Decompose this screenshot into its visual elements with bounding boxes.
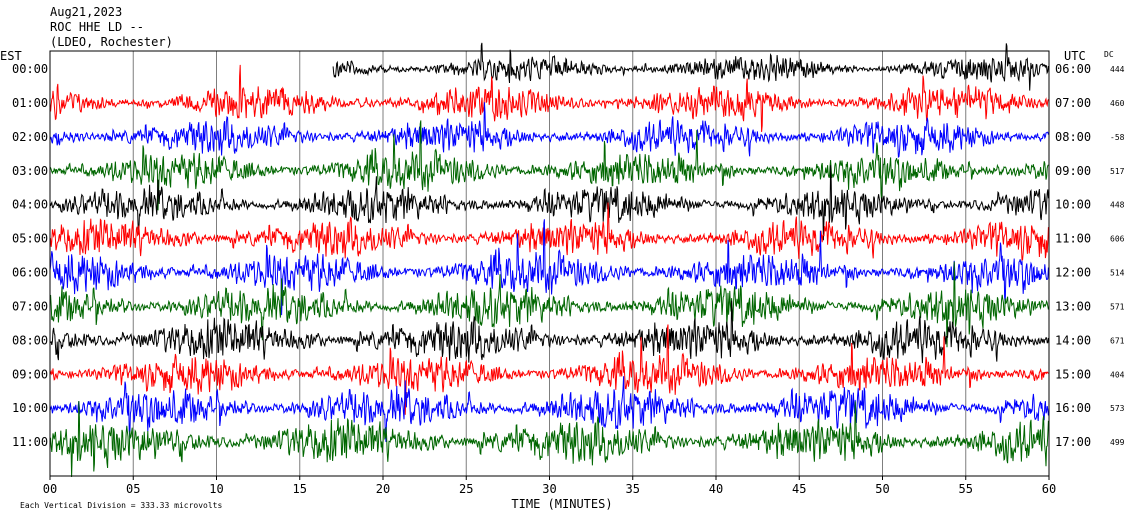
time-gridlines — [132, 51, 967, 476]
x-tick-label-05: 05 — [126, 482, 140, 496]
x-tick-label-20: 20 — [376, 482, 390, 496]
utc-label-3: 09:00 — [1055, 164, 1091, 178]
x-tick-label-15: 15 — [293, 482, 307, 496]
utc-axis-label: UTC — [1064, 49, 1086, 63]
est-label-0: 00:00 — [12, 62, 48, 76]
trace-row-0500 — [49, 202, 1049, 262]
trace-row-1000 — [49, 376, 1049, 443]
dc-value-7: 571 — [1110, 302, 1125, 311]
x-tick-labels: 00 05 10 15 20 25 30 35 40 45 50 55 60 — [43, 476, 1056, 496]
utc-label-11: 17:00 — [1055, 435, 1091, 449]
trace-row-0600 — [49, 219, 1049, 316]
utc-label-5: 11:00 — [1055, 232, 1091, 246]
dc-value-1: 460 — [1110, 99, 1125, 108]
x-tick-label-30: 30 — [542, 482, 556, 496]
trace-row-0400 — [49, 165, 1049, 241]
x-tick-label-45: 45 — [792, 482, 806, 496]
est-label-1: 01:00 — [12, 96, 48, 110]
utc-label-7: 13:00 — [1055, 299, 1091, 313]
x-tick-label-50: 50 — [875, 482, 889, 496]
trace-row-0700 — [49, 261, 1049, 348]
est-label-11: 11:00 — [12, 435, 48, 449]
chart-header: Aug21,2023 ROC HHE LD -- (LDEO, Rocheste… — [50, 5, 173, 49]
utc-label-9: 15:00 — [1055, 367, 1091, 381]
trace-row-1100 — [49, 400, 1049, 478]
utc-label-4: 10:00 — [1055, 198, 1091, 212]
est-label-5: 05:00 — [12, 232, 48, 246]
dc-value-2: -58 — [1110, 133, 1125, 142]
date-label: Aug21,2023 — [50, 5, 122, 19]
trace-row-0100 — [49, 64, 1049, 132]
dc-value-4: 448 — [1110, 201, 1125, 210]
est-label-9: 09:00 — [12, 367, 48, 381]
trace-row-0000 — [332, 42, 1050, 91]
dc-value-10: 573 — [1110, 404, 1125, 413]
trace-row-0200 — [49, 102, 1049, 159]
dc-value-9: 404 — [1110, 370, 1125, 379]
est-label-4: 04:00 — [12, 198, 48, 212]
utc-label-6: 12:00 — [1055, 266, 1091, 280]
dc-column-label: DC — [1104, 50, 1114, 59]
trace-row-0300 — [49, 120, 1049, 211]
est-label-2: 02:00 — [12, 130, 48, 144]
x-tick-label-00: 00 — [43, 482, 57, 496]
est-label-10: 10:00 — [12, 401, 48, 415]
utc-label-2: 08:00 — [1055, 130, 1091, 144]
dc-value-8: 671 — [1110, 336, 1125, 345]
dc-value-0: 444 — [1110, 65, 1125, 74]
network-label: (LDEO, Rochester) — [50, 35, 173, 49]
est-label-3: 03:00 — [12, 164, 48, 178]
utc-label-10: 16:00 — [1055, 401, 1091, 415]
trace-row-0900 — [49, 324, 1049, 415]
dc-value-11: 499 — [1110, 438, 1125, 447]
x-axis-title: TIME (MINUTES) — [511, 497, 612, 511]
utc-label-1: 07:00 — [1055, 96, 1091, 110]
utc-label-0: 06:00 — [1055, 62, 1091, 76]
x-tick-label-55: 55 — [959, 482, 973, 496]
dc-value-6: 514 — [1110, 269, 1125, 278]
seismic-traces — [49, 42, 1050, 478]
station-label: ROC HHE LD -- — [50, 20, 144, 34]
x-tick-label-35: 35 — [626, 482, 640, 496]
x-tick-label-25: 25 — [459, 482, 473, 496]
x-tick-label-40: 40 — [709, 482, 723, 496]
trace-row-0800 — [49, 300, 1049, 364]
utc-label-8: 14:00 — [1055, 333, 1091, 347]
row-labels: 00:00 06:00 444 01:00 07:00 460 02:00 08:00 -58 0… — [12, 62, 1125, 449]
dc-value-3: 517 — [1110, 167, 1125, 176]
est-label-6: 06:00 — [12, 266, 48, 280]
x-tick-label-10: 10 — [209, 482, 223, 496]
x-tick-label-60: 60 — [1042, 482, 1056, 496]
est-axis-label: EST — [0, 49, 22, 63]
dc-value-5: 606 — [1110, 235, 1125, 244]
est-label-7: 07:00 — [12, 299, 48, 313]
scale-footer: Each Vertical Division = 333.33 microvol… — [20, 501, 222, 510]
est-label-8: 08:00 — [12, 333, 48, 347]
